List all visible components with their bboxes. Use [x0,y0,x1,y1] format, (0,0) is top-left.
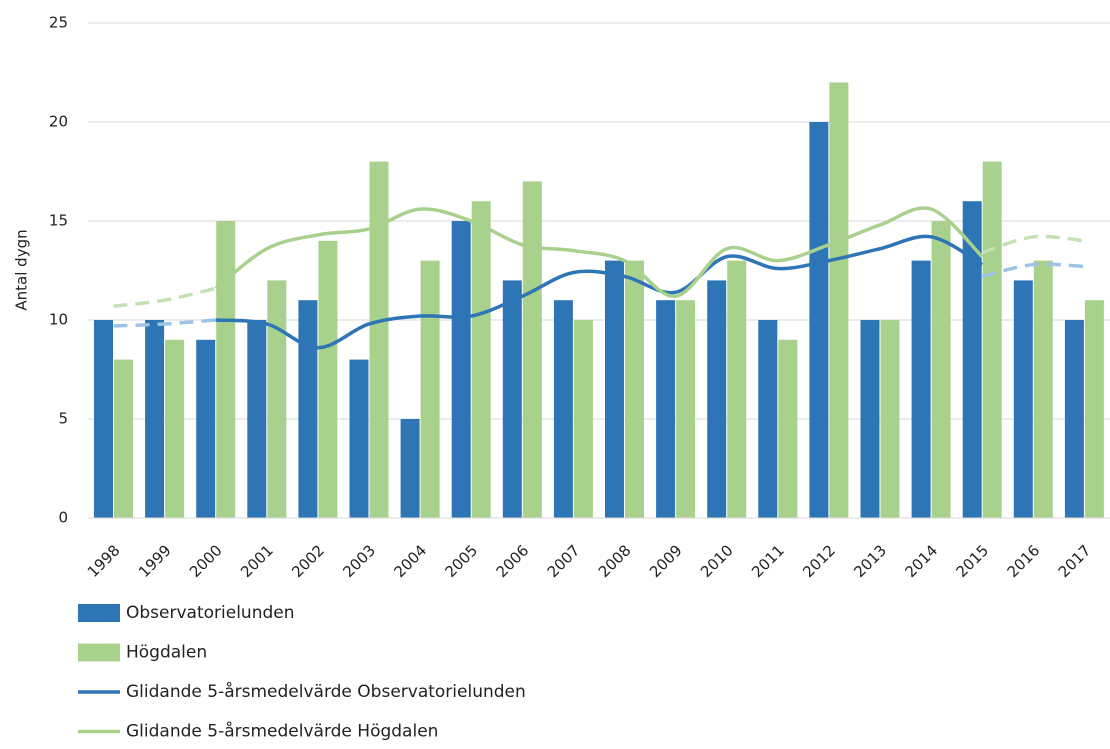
bar [114,359,133,518]
bar [829,82,849,519]
trend-line [215,234,984,350]
trend-line [981,234,1085,255]
bar [471,201,491,518]
bar [962,201,982,518]
y-tick-label: 25 [49,14,68,32]
x-tick-label: 2011 [748,541,788,581]
trend-line [113,318,216,328]
x-tick-label: 2009 [646,541,686,581]
bar [982,161,1002,518]
bar [420,260,440,518]
bar [625,260,644,518]
bar [196,339,216,518]
x-tick-label: 2015 [953,541,993,581]
bar [145,320,165,518]
bar [247,320,267,518]
x-tick-label: 2005 [442,541,482,581]
y-axis-label: Antal dygn [13,229,31,310]
x-tick-label: 2008 [595,541,635,581]
bar [809,122,829,518]
bar [553,300,573,518]
legend-label: Högdalen [126,643,207,663]
bar [1013,280,1033,518]
x-tick-label: 2003 [339,541,379,581]
x-tick-label: 2016 [1004,541,1044,581]
bar [165,339,185,518]
x-tick-label: 2007 [544,541,584,581]
bar [451,221,471,518]
bar [216,221,236,518]
bar [1033,260,1053,518]
x-tick-label: 2014 [901,541,941,581]
x-tick-label: 2006 [493,541,533,581]
bar [318,240,338,519]
trend-line [113,286,217,308]
x-tick-label: 2012 [799,541,839,581]
bar [880,320,900,518]
bar [605,260,624,518]
bar [860,320,880,518]
legend-label: Glidande 5-årsmedelvärde Högdalen [126,721,438,742]
y-tick-label: 20 [49,113,68,131]
bar [758,320,778,518]
bar [298,300,318,518]
bar [349,359,369,518]
bar [656,300,676,518]
x-tick-label: 2001 [237,541,277,581]
bar [727,260,747,518]
x-tick-label: 2017 [1055,541,1095,581]
x-tick-label: 2010 [697,541,737,581]
legend-swatch [78,643,120,662]
x-tick-label: 2004 [390,541,430,581]
bar [1084,300,1104,518]
trend-line [981,262,1085,279]
bar [778,339,798,518]
legend-label: Observatorielunden [126,603,295,623]
bar [573,320,593,518]
bar [911,260,931,518]
y-tick-label: 0 [58,509,68,527]
x-tick-label: 2013 [850,541,890,581]
bar [676,300,696,518]
bar [522,181,542,518]
x-tick-label: 2002 [288,541,328,581]
x-tick-label: 1998 [84,541,124,581]
trend-line [214,206,984,298]
bar [707,280,727,518]
y-tick-label: 5 [58,410,68,428]
legend-label: Glidande 5-årsmedelvärde Observatorielun… [126,681,526,702]
bar [267,280,287,518]
bar [94,320,113,518]
bar [1064,320,1084,518]
bar [400,419,420,518]
x-tick-label: 2000 [186,541,226,581]
y-tick-label: 10 [49,311,68,329]
bar [931,221,951,518]
y-tick-label: 15 [49,212,68,230]
x-tick-label: 1999 [135,541,175,581]
bar [369,161,389,518]
legend-swatch [78,604,120,622]
bar [502,280,522,518]
